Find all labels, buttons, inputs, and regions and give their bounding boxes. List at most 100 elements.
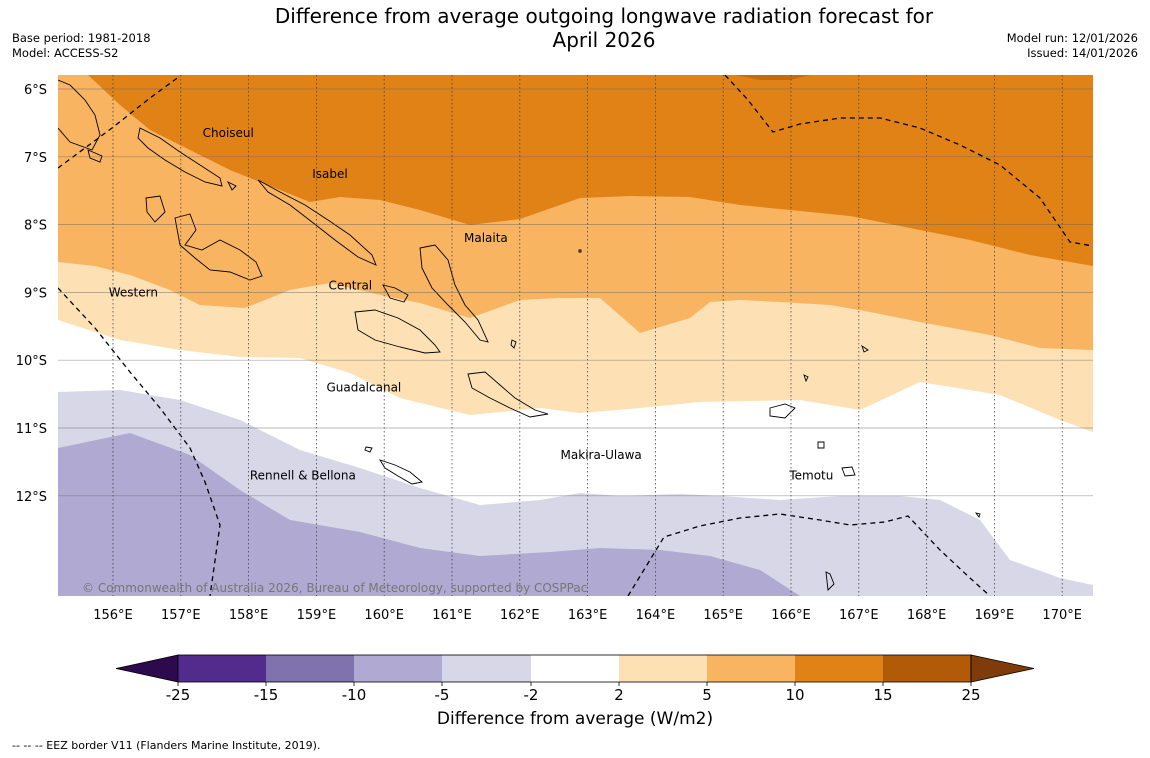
island-anuta	[825, 571, 835, 591]
island-malaita	[419, 244, 489, 343]
longitude-gridlines	[112, 75, 1063, 596]
lat-tick-label: 8°S	[24, 219, 47, 234]
model-run: Model run: 12/01/2026	[1006, 31, 1138, 45]
lon-tick-label: 163°E	[568, 608, 608, 623]
band-10-to-15	[88, 75, 1093, 266]
island-treasury	[226, 180, 237, 191]
eez-southeast	[627, 513, 991, 596]
lat-tick-label: 12°S	[16, 490, 47, 505]
lon-tick-label: 165°E	[703, 608, 743, 623]
region-label: Temotu	[788, 468, 833, 482]
region-label: Isabel	[312, 167, 347, 181]
island-sikaiana	[578, 249, 582, 253]
region-label: Guadalcanal	[326, 380, 401, 394]
eez-legend-note: -- -- -- EEZ border V11 (Flanders Marine…	[12, 739, 321, 752]
colorbar-tick-label: 15	[873, 686, 892, 704]
island-isabel	[257, 179, 377, 266]
colorbar-under-arrow	[115, 654, 179, 683]
colorbar-segment	[531, 655, 619, 682]
lat-tick-label: 10°S	[16, 354, 47, 369]
island-ulawa	[510, 339, 517, 349]
island-bellona	[364, 446, 373, 453]
colorbar-segment	[883, 655, 971, 682]
lon-tick-label: 156°E	[93, 608, 133, 623]
colorbar-tick-label: -25	[166, 686, 191, 704]
region-labels: Choiseul Isabel Malaita Central Western Guada…	[109, 126, 834, 482]
meta-left: Base period: 1981-2018 Model: ACCESS-S2	[12, 31, 151, 61]
base-period: Base period: 1981-2018	[12, 31, 151, 45]
region-label: Makira-Ulawa	[561, 448, 642, 462]
eez-north	[58, 75, 181, 169]
island-vanikoro	[841, 466, 856, 477]
lon-tick-label: 169°E	[975, 608, 1015, 623]
title-line-2: April 2026	[552, 28, 656, 52]
region-label: Malaita	[464, 231, 508, 245]
island-rennell	[378, 459, 424, 485]
colorbar: -25 -15 -10 -5 -2 2 5 10 15 25	[115, 654, 1035, 704]
band-minus10-to-minus5	[58, 433, 800, 596]
island-guadalcanal	[354, 309, 441, 354]
colorbar-tick-label: 25	[961, 686, 980, 704]
lon-tick-label: 159°E	[297, 608, 337, 623]
region-label: Rennell & Bellona	[250, 468, 356, 482]
lon-tick-label: 168°E	[907, 608, 947, 623]
island-vella-lavella	[145, 195, 166, 223]
colorbar-segment	[266, 655, 354, 682]
island-new-georgia	[174, 213, 263, 281]
lat-tick-label: 6°S	[24, 83, 47, 98]
map-title: Difference from average outgoing longwav…	[200, 4, 1008, 52]
colorbar-segment	[619, 655, 707, 682]
lon-tick-label: 158°E	[229, 608, 269, 623]
lon-tick-label: 157°E	[161, 608, 201, 623]
latitude-tick-labels: 6°S 7°S 8°S 9°S 10°S 11°S 12°S	[16, 83, 47, 505]
lat-tick-label: 9°S	[24, 286, 47, 301]
issued-date: Issued: 14/01/2026	[1027, 46, 1138, 60]
eez-northeast	[724, 75, 1093, 247]
island-fatutaka	[974, 512, 981, 518]
colorbar-segment	[795, 655, 883, 682]
colorbar-title: Difference from average (W/m2)	[436, 709, 714, 729]
lon-tick-label: 167°E	[839, 608, 879, 623]
island-choiseul	[137, 127, 223, 187]
island-utupua	[817, 441, 825, 449]
colorbar-segment	[354, 655, 442, 682]
colorbar-tick-label: 5	[702, 686, 712, 704]
lon-tick-label: 161°E	[432, 608, 472, 623]
island-tinakula	[861, 344, 869, 353]
island-ndeni	[769, 403, 796, 419]
region-label: Central	[328, 279, 372, 293]
map-plot-area: Choiseul Isabel Malaita Central Western Guada…	[58, 75, 1093, 596]
lon-tick-label: 160°E	[364, 608, 404, 623]
model-name: Model: ACCESS-S2	[12, 46, 119, 60]
coastline	[58, 79, 981, 591]
colorbar-tick-label: 10	[785, 686, 804, 704]
colorbar-tick-label: -2	[524, 686, 539, 704]
colorbar-tick-label: -15	[254, 686, 279, 704]
longitude-tick-labels: 156°E 157°E 158°E 159°E 160°E 161°E 162°E 163°E…	[93, 608, 1082, 623]
colorbar-tick-label: -5	[435, 686, 450, 704]
island-bougainville-edge	[58, 79, 101, 151]
colorbar-segment	[707, 655, 795, 682]
lon-tick-label: 164°E	[636, 608, 676, 623]
lon-tick-label: 162°E	[500, 608, 540, 623]
colorbar-segment	[178, 655, 266, 682]
island-shortland	[87, 149, 103, 163]
lon-tick-label: 166°E	[771, 608, 811, 623]
island-florida	[382, 284, 409, 303]
title-line-1: Difference from average outgoing longwav…	[274, 4, 934, 28]
lon-tick-label: 170°E	[1042, 608, 1082, 623]
latitude-gridlines	[58, 88, 1093, 497]
copyright-note: © Commonwealth of Australia 2026, Bureau…	[82, 581, 587, 595]
lat-tick-label: 11°S	[16, 422, 47, 437]
island-makira	[467, 371, 549, 418]
island-reef-islands	[803, 374, 809, 383]
region-label: Choiseul	[203, 126, 254, 140]
colorbar-tick-label: 2	[614, 686, 624, 704]
meta-right: Model run: 12/01/2026 Issued: 14/01/2026	[1007, 31, 1138, 61]
colorbar-outline	[177, 654, 972, 683]
colorbar-tick-label: -10	[342, 686, 367, 704]
colorbar-segment	[442, 655, 531, 682]
region-label: Western	[109, 285, 158, 299]
lat-tick-label: 7°S	[24, 151, 47, 166]
